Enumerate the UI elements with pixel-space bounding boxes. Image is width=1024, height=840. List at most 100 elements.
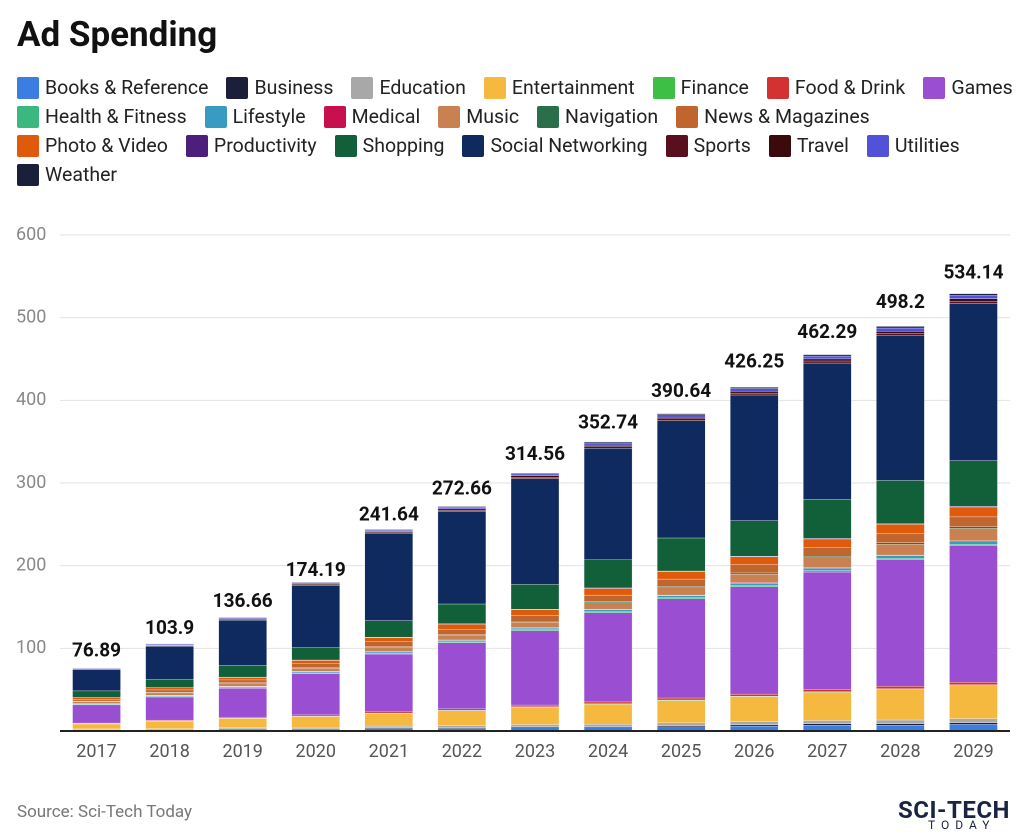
bar-segment xyxy=(583,444,633,447)
legend-item: Productivity xyxy=(185,134,317,157)
bar-segment xyxy=(510,615,560,622)
bar-segment xyxy=(437,642,487,710)
bar-segment xyxy=(730,387,779,389)
legend-swatch xyxy=(226,76,249,99)
legend-item: Travel xyxy=(768,134,849,157)
bar-segment xyxy=(510,609,560,616)
legend-swatch xyxy=(665,134,688,157)
bar-segment xyxy=(437,640,487,643)
bar-segment xyxy=(510,704,560,707)
bar-segment xyxy=(949,506,998,518)
bar-segment xyxy=(803,538,852,548)
bar-segment xyxy=(949,718,998,723)
bar-segment xyxy=(876,558,925,560)
legend-label: Shopping xyxy=(362,134,445,157)
total-label: 426.25 xyxy=(724,350,784,373)
legend-swatch xyxy=(17,134,39,157)
bar-segment xyxy=(730,693,779,697)
bar-segment xyxy=(583,704,633,725)
bar-segment xyxy=(437,510,487,512)
bar-segment xyxy=(876,480,925,524)
bar-segment xyxy=(364,725,413,728)
bar-segment xyxy=(657,571,706,580)
bar-segment xyxy=(364,530,413,532)
bar-segment xyxy=(364,531,413,533)
bar-segment xyxy=(730,583,779,586)
bar-segment xyxy=(657,418,706,421)
bar-segment xyxy=(510,630,560,706)
bar-segment xyxy=(364,637,413,642)
bar-segment xyxy=(803,354,852,357)
bar-segment xyxy=(730,574,779,583)
bar-segment xyxy=(364,653,413,713)
bar-segment xyxy=(876,335,925,481)
x-tick-label: 2028 xyxy=(880,741,920,762)
bar-segment xyxy=(583,594,633,602)
bar-segment xyxy=(949,516,998,527)
bar-segment xyxy=(803,547,852,557)
bar-segment xyxy=(291,585,340,648)
bar-segment xyxy=(730,564,779,574)
bar-segment xyxy=(949,298,998,302)
bar-segment xyxy=(803,692,852,721)
total-label: 314.56 xyxy=(505,442,565,465)
bar-segment xyxy=(876,542,925,545)
bar-segment xyxy=(72,723,121,730)
legend-label: Food & Drink xyxy=(794,76,906,99)
bar-segment xyxy=(437,708,487,711)
bar-segment xyxy=(72,699,121,702)
bar-segment xyxy=(657,595,706,598)
legend-item: Photo & Video xyxy=(17,134,168,157)
total-label: 174.19 xyxy=(286,558,346,581)
x-tick-label: 2023 xyxy=(515,741,555,762)
bar-segment xyxy=(364,641,413,647)
bar-segment xyxy=(803,570,852,573)
bar-segment xyxy=(510,472,560,475)
bar-segment xyxy=(876,723,925,726)
bar-segment xyxy=(145,696,194,721)
x-tick-label: 2026 xyxy=(734,741,774,762)
bar-segment xyxy=(657,420,706,539)
bar-segment xyxy=(949,682,998,685)
bar-segment xyxy=(583,559,633,589)
bar-segment xyxy=(730,392,779,396)
legend-item: Games xyxy=(923,76,1013,99)
bar-segment xyxy=(291,582,340,584)
bar-segment xyxy=(657,413,706,415)
bar-segment xyxy=(949,544,998,546)
bar-segment xyxy=(657,697,706,701)
legend-swatch xyxy=(537,105,560,128)
legend-label: Health & Fitness xyxy=(45,105,187,128)
bar-segment xyxy=(657,414,706,418)
legend-label: Productivity xyxy=(213,134,317,157)
logo: SCI-TECH TODAY xyxy=(898,796,1010,832)
total-label: 352.74 xyxy=(578,410,638,433)
bar-segment xyxy=(364,711,413,714)
legend-label: Education xyxy=(379,76,466,99)
legend-swatch xyxy=(866,134,889,157)
bar-segment xyxy=(218,727,267,729)
legend-swatch xyxy=(768,134,791,157)
bar-segment xyxy=(437,725,487,728)
total-label: 534.14 xyxy=(943,260,1003,283)
legend-item: Health & Fitness xyxy=(17,105,187,128)
bar-segment xyxy=(291,727,340,729)
bar-segment xyxy=(583,723,633,727)
bar-segment xyxy=(510,724,560,727)
bar-segment xyxy=(510,475,560,478)
bar-segment xyxy=(437,635,487,641)
legend-swatch xyxy=(334,134,357,157)
legend-swatch xyxy=(652,76,675,99)
bar-segment xyxy=(291,647,340,661)
y-tick-label: 600 xyxy=(16,224,46,245)
bar-segment xyxy=(291,714,340,717)
bar-segment xyxy=(949,541,998,545)
bar-segment xyxy=(803,355,852,360)
bar-segment xyxy=(510,478,560,585)
x-tick-label: 2019 xyxy=(222,741,262,762)
legend-label: Music xyxy=(466,105,520,128)
legend-swatch xyxy=(351,76,374,99)
bar-segment xyxy=(364,529,413,531)
